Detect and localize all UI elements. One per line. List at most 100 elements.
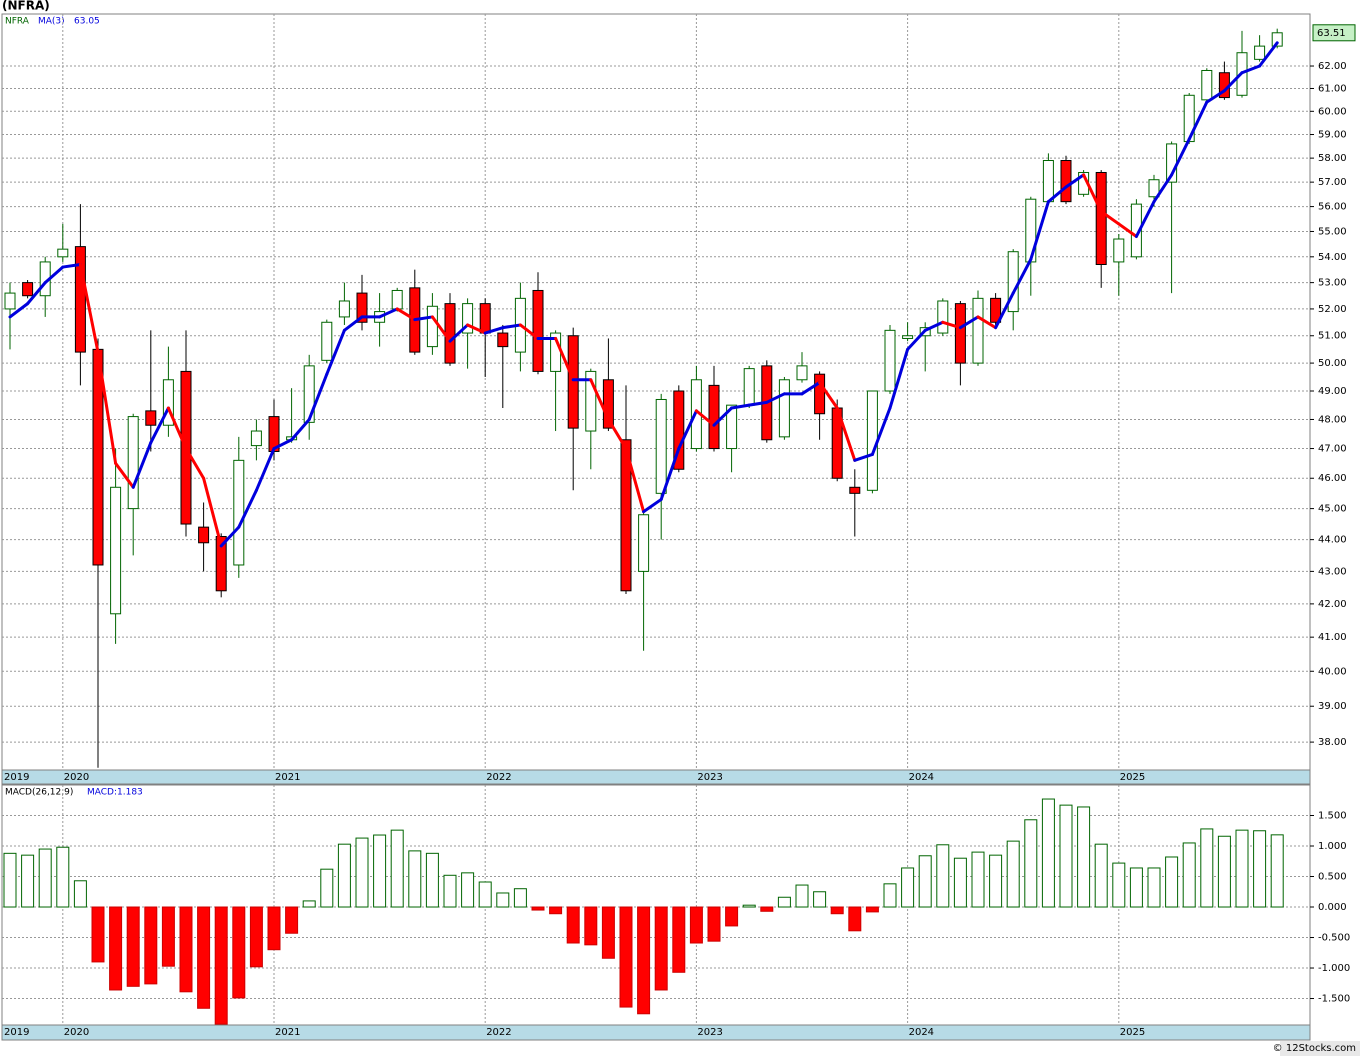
candle-body [902, 335, 914, 339]
y-tick-label: 45.00 [1318, 504, 1347, 515]
candle-body [655, 398, 667, 494]
macd-bar [302, 900, 316, 908]
ma-segment [994, 291, 1015, 330]
macd-bar [1094, 843, 1108, 908]
candle-body [567, 335, 579, 429]
candle-body [937, 300, 949, 334]
y-tick-label: 56.00 [1318, 202, 1347, 213]
x-tick-label: 2020 [64, 1027, 89, 1038]
candle-body [532, 289, 544, 372]
x-tick-label: 2024 [909, 1027, 934, 1038]
legend-ma: MA(3) [38, 17, 65, 27]
macd-bar [21, 854, 35, 908]
ma-segment [606, 417, 628, 451]
macd-bar [355, 837, 369, 908]
macd-bar [267, 906, 281, 951]
ma-segment [1046, 185, 1068, 204]
macd-bar [1059, 804, 1073, 908]
ma-segment [342, 315, 364, 332]
ma-segment [237, 488, 258, 529]
x-tick-label: 2023 [697, 772, 722, 783]
macd-bar [337, 843, 351, 908]
macd-title: MACD(26,12,9) [5, 788, 73, 798]
candle-body [391, 289, 403, 310]
y-tick-label: 60.00 [1318, 106, 1347, 117]
ma-segment [202, 476, 223, 548]
candle-body [638, 514, 650, 572]
macd-bar [249, 906, 263, 968]
ma-segment [466, 323, 487, 335]
candle-body [673, 390, 685, 470]
candle-body [585, 370, 597, 432]
y-tick-label: -0.500 [1318, 933, 1350, 944]
candle-body [743, 368, 755, 406]
candle-body [1130, 203, 1142, 258]
candle-body [479, 303, 491, 334]
y-tick-label: 62.00 [1318, 61, 1347, 72]
macd-bar [1182, 842, 1196, 908]
macd-bar [109, 906, 123, 991]
macd-bar [953, 857, 967, 908]
candle-body [321, 321, 333, 361]
x-tick-label: 2022 [486, 1027, 511, 1038]
candle-body [708, 384, 720, 450]
ma-segment [96, 350, 118, 465]
candle-body [602, 379, 614, 429]
candle-body [1271, 32, 1283, 47]
macd-bar [478, 881, 492, 908]
candle-body [338, 300, 350, 318]
macd-bar [725, 906, 739, 927]
ma-segment [378, 307, 399, 319]
macd-bar [38, 848, 52, 908]
macd-bar [144, 906, 158, 985]
y-tick-label: 44.00 [1318, 535, 1347, 546]
candle-body [426, 305, 438, 348]
macd-bar [1200, 828, 1214, 908]
candle-body [233, 459, 245, 566]
ma-segment [254, 447, 276, 492]
macd-bar [443, 874, 457, 908]
ma-segment [114, 461, 135, 489]
ma-segment [941, 320, 962, 330]
macd-bar [865, 906, 879, 913]
ma-segment [78, 263, 100, 354]
ma-segment [888, 347, 910, 410]
macd-bar [918, 855, 932, 908]
candle-body [814, 373, 826, 415]
macd-bar [232, 906, 246, 999]
y-tick-label: 46.00 [1318, 473, 1347, 484]
ma-segment [290, 417, 311, 442]
y-tick-label: 57.00 [1318, 177, 1347, 188]
x-axis-band [1, 769, 1311, 785]
x-tick-label: 2025 [1120, 772, 1145, 783]
macd-bar [1165, 856, 1179, 908]
macd-bar [285, 906, 299, 934]
macd-bar [1006, 840, 1020, 908]
x-tick-label: 2025 [1120, 1027, 1145, 1038]
macd-bar [654, 906, 668, 991]
macd-bar [1253, 830, 1267, 908]
ma-segment [1011, 257, 1033, 295]
ma-segment [149, 406, 170, 445]
candle-body [990, 297, 1002, 323]
y-tick-label: 47.00 [1318, 444, 1347, 455]
y-tick-label: -1.000 [1318, 963, 1350, 974]
candle-body [4, 292, 16, 310]
ma-segment [1082, 173, 1103, 214]
candle-body [444, 303, 456, 364]
macd-bar [566, 906, 580, 944]
macd-bar [496, 892, 510, 908]
y-tick-label: 40.00 [1318, 666, 1347, 677]
macd-bar [531, 906, 545, 911]
macd-bar [91, 906, 105, 963]
candle-body [1042, 160, 1054, 203]
macd-bar [197, 906, 211, 1009]
candle-body [110, 486, 122, 615]
macd-bar [619, 906, 633, 1008]
macd-bar [390, 829, 404, 908]
macd-bar [179, 906, 193, 993]
macd-bar [971, 851, 985, 908]
candle-body [620, 439, 632, 592]
footer-box [1280, 1041, 1360, 1056]
ma-segment [694, 409, 716, 427]
